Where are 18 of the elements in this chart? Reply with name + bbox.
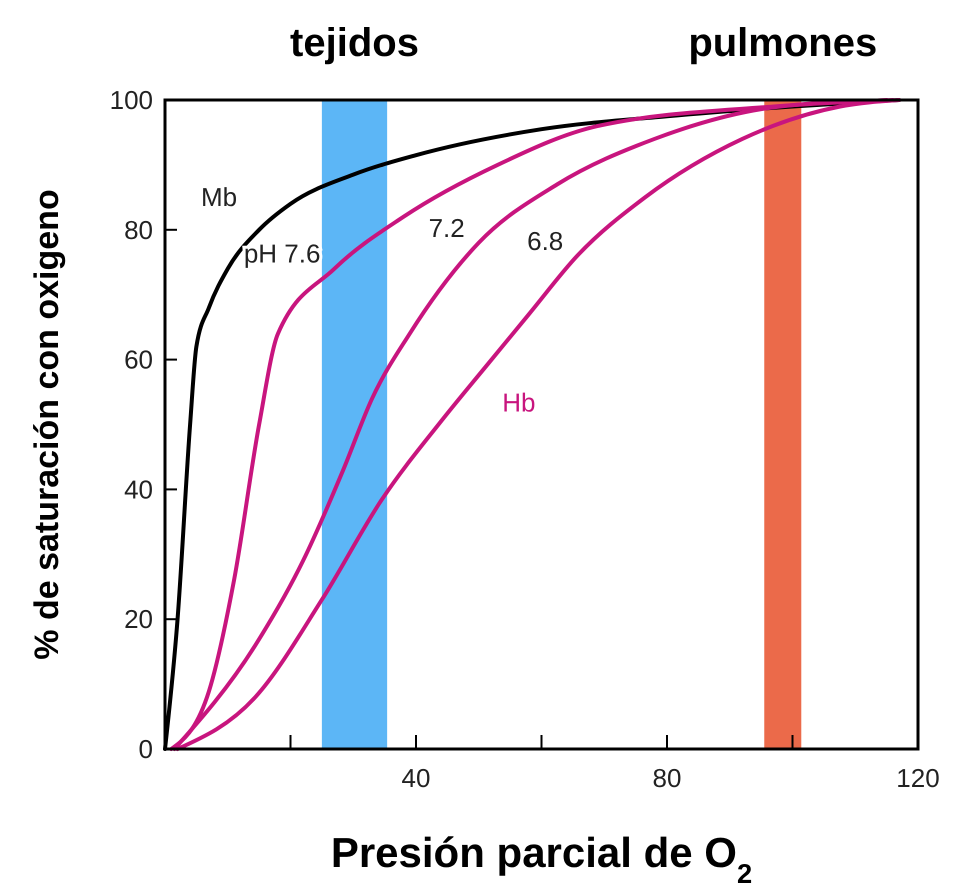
y-tick-label: 60 [124,344,153,375]
annotation: Hb [502,388,536,418]
y-tick-label: 100 [110,85,153,115]
y-tick-label: 0 [138,734,153,764]
y-tick-label: 80 [124,214,153,245]
y-tick-label: 20 [124,604,153,634]
x-axis-title: Presión parcial de O$_{2}$ [330,829,752,888]
band-label: tejidos [290,21,419,65]
series-label: Mb [201,182,238,212]
series-label: 7.2 [428,212,465,243]
x-tick-label: 80 [652,763,682,793]
x-tick-label: 40 [402,763,430,793]
y-tick-label: 40 [124,474,153,504]
y-axis-title: % de saturación con oxigeno [28,189,66,660]
x-tick-label: 120 [896,763,940,793]
series-label: pH 7.6 [244,238,320,269]
band-label: pulmones [688,21,878,65]
series-label: 6.8 [527,226,564,256]
